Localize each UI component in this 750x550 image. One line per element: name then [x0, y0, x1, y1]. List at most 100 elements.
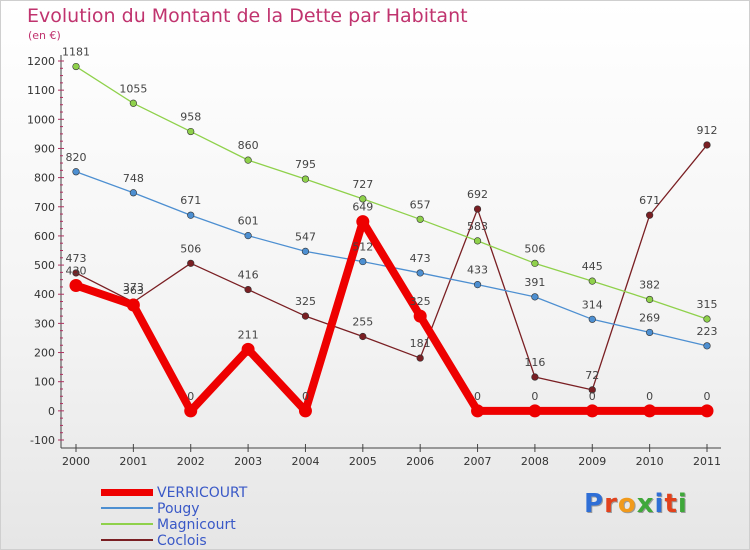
- data-point-magnicourt: [359, 195, 367, 203]
- legend-swatch-magnicourt: [101, 523, 153, 525]
- logo-letter: i: [654, 489, 665, 519]
- data-point-pougy: [588, 315, 596, 323]
- y-tick-label: 1100: [27, 84, 55, 97]
- data-label-pougy: 433: [467, 264, 488, 277]
- legend-label-verricourt: VERRICOURT: [157, 485, 248, 501]
- data-label-verricourt: 0: [704, 390, 711, 403]
- data-point-verricourt: [126, 298, 140, 312]
- data-point-verricourt: [471, 404, 485, 418]
- data-label-pougy: 748: [123, 172, 144, 185]
- data-label-magnicourt: 958: [180, 111, 201, 124]
- data-label-verricourt: 0: [646, 390, 653, 403]
- data-label-pougy: 473: [410, 252, 431, 265]
- data-label-pougy: 820: [66, 151, 87, 164]
- data-label-magnicourt: 1181: [62, 46, 90, 59]
- data-point-pougy: [244, 232, 252, 240]
- data-label-coclois: 912: [697, 124, 718, 137]
- data-label-magnicourt: 583: [467, 220, 488, 233]
- data-label-magnicourt: 657: [410, 198, 431, 211]
- x-tick-label: 2007: [464, 455, 492, 468]
- data-label-coclois: 671: [639, 194, 660, 207]
- x-tick-label: 2002: [177, 455, 205, 468]
- data-label-coclois: 181: [410, 337, 431, 350]
- y-tick-label: 400: [34, 288, 55, 301]
- data-point-verricourt: [241, 342, 255, 356]
- data-label-magnicourt: 445: [582, 260, 603, 273]
- data-point-coclois: [72, 269, 80, 277]
- data-point-magnicourt: [129, 99, 137, 107]
- y-tick-label: 100: [34, 376, 55, 389]
- data-label-pougy: 547: [295, 230, 316, 243]
- y-tick-label: 700: [34, 201, 55, 214]
- data-point-pougy: [129, 189, 137, 197]
- logo-letter: i: [677, 489, 688, 519]
- data-label-verricourt: 0: [187, 390, 194, 403]
- data-label-verricourt: 0: [531, 390, 538, 403]
- data-point-magnicourt: [72, 62, 80, 71]
- data-point-coclois: [359, 332, 367, 341]
- x-tick-label: 2000: [62, 455, 90, 468]
- data-label-pougy: 269: [639, 311, 660, 324]
- y-tick-label: 500: [34, 259, 55, 272]
- data-label-verricourt: 363: [123, 284, 144, 297]
- y-tick-label: 300: [34, 317, 55, 330]
- data-label-coclois: 325: [295, 295, 316, 308]
- data-label-verricourt: 0: [589, 390, 596, 403]
- data-point-magnicourt: [416, 215, 424, 223]
- logo-letter: P: [584, 489, 605, 519]
- legend-swatch-coclois: [101, 539, 153, 541]
- data-label-pougy: 223: [697, 325, 718, 338]
- y-tick-label: 800: [34, 172, 55, 185]
- logo-letter: o: [617, 489, 637, 519]
- data-point-pougy: [416, 269, 424, 277]
- unit-label: (en €): [28, 29, 61, 42]
- data-label-pougy: 314: [582, 298, 603, 311]
- data-point-pougy: [531, 293, 539, 301]
- data-point-coclois: [244, 285, 252, 294]
- series-line-magnicourt: [75, 65, 708, 320]
- series-line-coclois: [75, 144, 708, 391]
- series-line-verricourt: [72, 217, 711, 415]
- data-point-verricourt: [69, 278, 83, 292]
- data-point-verricourt: [700, 404, 714, 418]
- legend-swatch-verricourt: [101, 489, 153, 496]
- x-tick-label: 2001: [119, 455, 147, 468]
- data-label-coclois: 72: [585, 369, 599, 382]
- data-label-magnicourt: 795: [295, 158, 316, 171]
- data-point-verricourt: [528, 404, 542, 418]
- legend-label-coclois: Coclois: [157, 533, 207, 549]
- data-point-coclois: [473, 205, 482, 213]
- data-label-verricourt: 430: [66, 264, 87, 277]
- proxiti-logo: Proxiti: [584, 489, 688, 519]
- y-tick-label: 0: [48, 405, 55, 418]
- x-tick-label: 2009: [578, 455, 606, 468]
- logo-letter: r: [604, 489, 618, 519]
- data-label-magnicourt: 1055: [119, 82, 147, 95]
- data-point-pougy: [646, 328, 654, 337]
- y-tick-label: -100: [30, 434, 55, 447]
- data-label-verricourt: 325: [410, 295, 431, 308]
- data-point-pougy: [359, 257, 367, 266]
- data-point-verricourt: [585, 404, 599, 418]
- data-label-coclois: 116: [524, 356, 545, 369]
- data-point-magnicourt: [244, 156, 252, 164]
- data-label-pougy: 671: [180, 194, 201, 207]
- data-label-pougy: 601: [238, 215, 259, 228]
- x-tick-label: 2004: [291, 455, 319, 468]
- data-point-pougy: [473, 281, 482, 289]
- legend-swatch-pougy: [101, 507, 153, 509]
- data-point-verricourt: [413, 309, 427, 323]
- series-line-pougy: [75, 171, 708, 347]
- y-tick-label: 900: [34, 142, 55, 155]
- data-point-verricourt: [298, 404, 312, 418]
- data-point-coclois: [301, 312, 310, 320]
- data-point-magnicourt: [646, 295, 654, 304]
- data-point-pougy: [301, 247, 310, 255]
- data-label-magnicourt: 315: [697, 298, 718, 311]
- data-label-verricourt: 211: [238, 328, 259, 341]
- data-label-coclois: 416: [238, 269, 259, 282]
- data-point-coclois: [531, 373, 539, 381]
- data-label-magnicourt: 382: [639, 278, 660, 291]
- data-point-magnicourt: [301, 175, 310, 183]
